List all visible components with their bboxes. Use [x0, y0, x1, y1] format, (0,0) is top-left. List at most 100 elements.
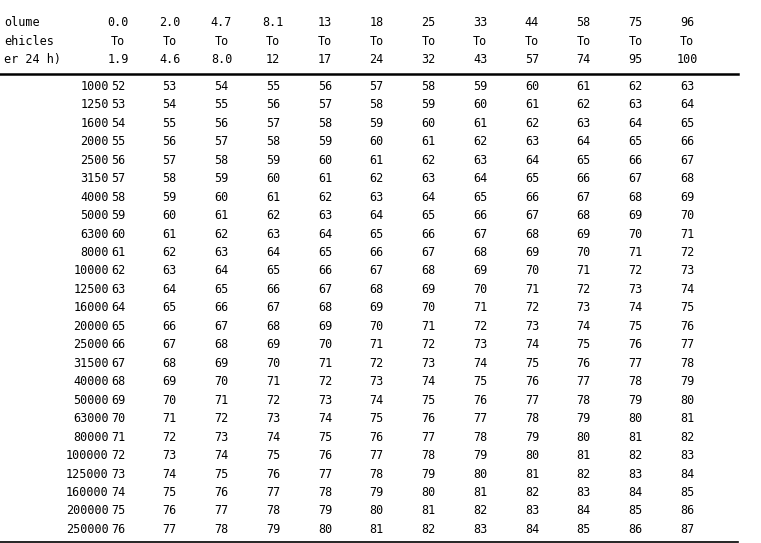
- Text: 57: 57: [370, 80, 384, 93]
- Text: 81: 81: [422, 504, 435, 517]
- Text: 78: 78: [629, 375, 642, 388]
- Text: To: To: [111, 35, 125, 48]
- Text: 82: 82: [422, 523, 435, 536]
- Text: 57: 57: [111, 172, 125, 185]
- Text: 68: 68: [473, 246, 487, 259]
- Text: 2000: 2000: [81, 135, 109, 148]
- Text: 8000: 8000: [81, 246, 109, 259]
- Text: 63: 63: [629, 98, 642, 111]
- Text: 32: 32: [422, 53, 435, 66]
- Text: To: To: [473, 35, 487, 48]
- Text: 31500: 31500: [73, 357, 109, 370]
- Text: 33: 33: [473, 16, 487, 29]
- Text: 65: 65: [422, 209, 435, 222]
- Text: 60: 60: [215, 191, 228, 204]
- Text: 64: 64: [266, 246, 280, 259]
- Text: 56: 56: [318, 80, 332, 93]
- Text: 80: 80: [473, 468, 487, 481]
- Text: 57: 57: [318, 98, 332, 111]
- Text: 57: 57: [215, 135, 228, 148]
- Text: 68: 68: [680, 172, 694, 185]
- Text: 69: 69: [266, 338, 280, 351]
- Text: 56: 56: [215, 117, 228, 130]
- Text: 74: 74: [577, 320, 591, 333]
- Text: 8.0: 8.0: [211, 53, 232, 66]
- Text: 58: 58: [318, 117, 332, 130]
- Text: 72: 72: [318, 375, 332, 388]
- Text: 60: 60: [473, 98, 487, 111]
- Text: 75: 75: [629, 320, 642, 333]
- Text: 83: 83: [577, 486, 591, 499]
- Text: 70: 70: [473, 283, 487, 296]
- Text: 77: 77: [525, 394, 539, 407]
- Text: 76: 76: [215, 486, 228, 499]
- Text: 63: 63: [473, 154, 487, 167]
- Text: 75: 75: [318, 431, 332, 444]
- Text: 54: 54: [111, 117, 125, 130]
- Text: 96: 96: [680, 16, 694, 29]
- Text: 70: 70: [215, 375, 228, 388]
- Text: 62: 62: [370, 172, 384, 185]
- Text: 43: 43: [473, 53, 487, 66]
- Text: 64: 64: [163, 283, 177, 296]
- Text: 77: 77: [680, 338, 694, 351]
- Text: 52: 52: [111, 80, 125, 93]
- Text: 79: 79: [680, 375, 694, 388]
- Text: 64: 64: [680, 98, 694, 111]
- Text: 72: 72: [525, 301, 539, 314]
- Text: 53: 53: [163, 80, 177, 93]
- Text: 85: 85: [680, 486, 694, 499]
- Text: 70: 70: [163, 394, 177, 407]
- Text: 74: 74: [422, 375, 435, 388]
- Text: 74: 74: [266, 431, 280, 444]
- Text: 75: 75: [680, 301, 694, 314]
- Text: 40000: 40000: [73, 375, 109, 388]
- Text: 83: 83: [525, 504, 539, 517]
- Text: 72: 72: [422, 338, 435, 351]
- Text: 66: 66: [525, 191, 539, 204]
- Text: 78: 78: [318, 486, 332, 499]
- Text: 1250: 1250: [81, 98, 109, 111]
- Text: 82: 82: [525, 486, 539, 499]
- Text: 65: 65: [111, 320, 125, 333]
- Text: 71: 71: [163, 412, 177, 425]
- Text: 66: 66: [473, 209, 487, 222]
- Text: 73: 73: [577, 301, 591, 314]
- Text: 75: 75: [111, 504, 125, 517]
- Text: 1600: 1600: [81, 117, 109, 130]
- Text: 71: 71: [318, 357, 332, 370]
- Text: 79: 79: [370, 486, 384, 499]
- Text: 74: 74: [680, 283, 694, 296]
- Text: 68: 68: [629, 191, 642, 204]
- Text: 69: 69: [370, 301, 384, 314]
- Text: 66: 66: [422, 228, 435, 241]
- Text: 61: 61: [111, 246, 125, 259]
- Text: 61: 61: [577, 80, 591, 93]
- Text: 75: 75: [577, 338, 591, 351]
- Text: 86: 86: [680, 504, 694, 517]
- Text: 20000: 20000: [73, 320, 109, 333]
- Text: 75: 75: [370, 412, 384, 425]
- Text: 59: 59: [215, 172, 228, 185]
- Text: 71: 71: [111, 431, 125, 444]
- Text: 82: 82: [629, 449, 642, 462]
- Text: 71: 71: [577, 264, 591, 277]
- Text: 83: 83: [473, 523, 487, 536]
- Text: 58: 58: [266, 135, 280, 148]
- Text: 13: 13: [318, 16, 332, 29]
- Text: 12: 12: [266, 53, 280, 66]
- Text: 58: 58: [215, 154, 228, 167]
- Text: 68: 68: [318, 301, 332, 314]
- Text: 24: 24: [370, 53, 384, 66]
- Text: 70: 70: [318, 338, 332, 351]
- Text: 1000: 1000: [81, 80, 109, 93]
- Text: 71: 71: [215, 394, 228, 407]
- Text: 73: 73: [163, 449, 177, 462]
- Text: 73: 73: [525, 320, 539, 333]
- Text: 72: 72: [111, 449, 125, 462]
- Text: 69: 69: [680, 191, 694, 204]
- Text: 81: 81: [370, 523, 384, 536]
- Text: 72: 72: [370, 357, 384, 370]
- Text: 79: 79: [629, 394, 642, 407]
- Text: To: To: [577, 35, 591, 48]
